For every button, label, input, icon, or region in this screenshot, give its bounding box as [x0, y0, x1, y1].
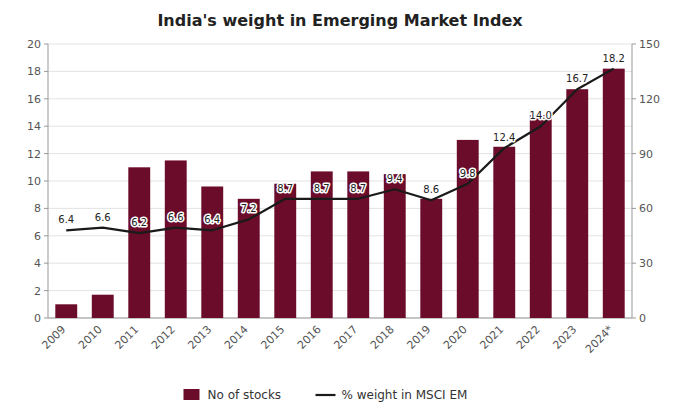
- grid-line: [48, 98, 632, 99]
- y-tick-label: 20: [27, 38, 41, 51]
- x-tick-label: 2009: [39, 323, 68, 352]
- bar: [493, 147, 515, 318]
- y-tick-label: 16: [27, 93, 41, 106]
- axes: 0246810121416182003060901201502009201020…: [27, 38, 660, 356]
- line: [66, 69, 614, 233]
- y-tick: [44, 126, 48, 127]
- y-tick-label: 8: [34, 202, 41, 215]
- bar: [347, 171, 369, 318]
- marks: [55, 69, 624, 318]
- data-label: 6.6: [95, 212, 111, 223]
- bar: [603, 69, 625, 318]
- bar: [128, 167, 150, 318]
- y2-tick-label: 30: [639, 257, 653, 270]
- bar: [457, 140, 479, 318]
- bar: [238, 199, 260, 318]
- y-tick-label: 0: [34, 312, 41, 325]
- bar: [201, 186, 223, 318]
- data-label: 18.2: [603, 53, 625, 64]
- y-tick: [44, 318, 48, 319]
- x-tick-label: 2021: [477, 323, 506, 352]
- data-label: 14.0: [530, 110, 552, 121]
- x-tick-label: 2022: [514, 323, 543, 352]
- data-label: 6.4: [58, 214, 74, 225]
- x-tick-label: 2020: [441, 323, 470, 352]
- y-tick-label: 14: [27, 120, 41, 133]
- data-label: 8.7: [314, 183, 330, 194]
- legend: No of stocks % weight in MSCI EM: [184, 388, 468, 402]
- data-label: 6.6: [168, 212, 184, 223]
- x-tick-label: 2013: [185, 323, 214, 352]
- y-tick-label: 6: [34, 230, 41, 243]
- y-tick: [44, 153, 48, 154]
- data-label: 6.4: [204, 214, 220, 225]
- bar: [311, 171, 333, 318]
- x-tick-label: 2024*: [583, 323, 616, 356]
- y2-tick: [632, 44, 636, 45]
- bar: [92, 295, 114, 318]
- y2-tick: [632, 263, 636, 264]
- y-tick: [44, 98, 48, 99]
- y2-tick-label: 120: [639, 93, 660, 106]
- legend-label: No of stocks: [208, 388, 282, 402]
- bar: [530, 115, 552, 318]
- y-tick-label: 2: [34, 285, 41, 298]
- data-label: 9.4: [387, 173, 403, 184]
- x-tick-label: 2011: [112, 323, 141, 352]
- y-tick-label: 12: [27, 148, 41, 161]
- y2-tick-label: 0: [639, 312, 646, 325]
- bar: [165, 160, 187, 318]
- legend-swatch: [316, 394, 336, 396]
- bar: [55, 304, 77, 318]
- data-label: 8.7: [350, 183, 366, 194]
- grid-line: [48, 71, 632, 72]
- x-tick-label: 2012: [149, 323, 178, 352]
- x-tick-label: 2019: [404, 323, 433, 352]
- bar: [420, 199, 442, 318]
- y-tick-label: 18: [27, 65, 41, 78]
- y-axis: [48, 44, 49, 318]
- x-tick-label: 2015: [258, 323, 287, 352]
- y-tick: [44, 181, 48, 182]
- x-tick-label: 2023: [550, 323, 579, 352]
- y-tick: [44, 263, 48, 264]
- data-label: 12.4: [493, 132, 515, 143]
- x-tick-label: 2018: [368, 323, 397, 352]
- data-labels: 6.4 6.6 6.2 6.6 6.4 7.2 8.7 8.7 8.7 9.4 8.6 9.8 12.4…: [58, 53, 625, 228]
- title: India's weight in Emerging Market Index: [157, 11, 523, 30]
- grid-line: [48, 44, 632, 45]
- y2-tick: [632, 153, 636, 154]
- y2-tick: [632, 98, 636, 99]
- x-tick-label: 2017: [331, 323, 360, 352]
- data-label: 6.2: [131, 217, 147, 228]
- x-tick-label: 2014: [222, 323, 251, 352]
- bar: [384, 174, 406, 318]
- legend-label: % weight in MSCI EM: [342, 388, 468, 402]
- y-tick: [44, 71, 48, 72]
- y-tick: [44, 208, 48, 209]
- bar: [566, 89, 588, 318]
- legend-swatch: [184, 389, 200, 400]
- data-label: 8.6: [423, 184, 439, 195]
- data-label: 8.7: [277, 183, 293, 194]
- y2-tick-label: 150: [639, 38, 660, 51]
- y2-tick-label: 90: [639, 148, 653, 161]
- chart: India's weight in Emerging Market Index 0…: [0, 0, 680, 413]
- y-tick: [44, 290, 48, 291]
- y-tick-label: 4: [34, 257, 41, 270]
- y2-axis: [632, 44, 633, 318]
- data-label: 7.2: [241, 203, 257, 214]
- y2-tick-label: 60: [639, 202, 653, 215]
- y-tick: [44, 235, 48, 236]
- x-tick-label: 2016: [295, 323, 324, 352]
- x-tick-label: 2010: [76, 323, 105, 352]
- y-tick: [44, 44, 48, 45]
- y-tick-label: 10: [27, 175, 41, 188]
- y2-tick: [632, 208, 636, 209]
- data-label: 9.8: [460, 168, 476, 179]
- y2-tick: [632, 318, 636, 319]
- data-label: 16.7: [566, 73, 588, 84]
